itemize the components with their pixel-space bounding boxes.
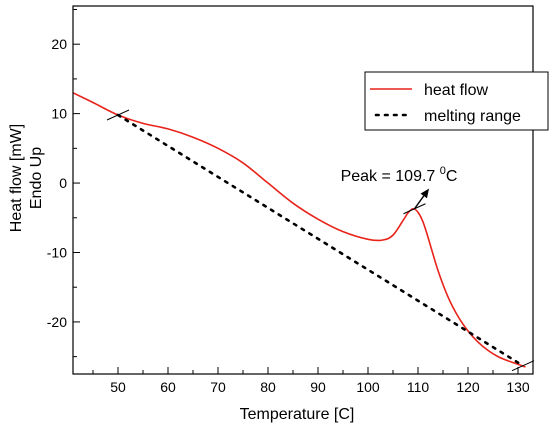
y-tick-label: 20 (51, 36, 67, 52)
x-tick-label: 100 (356, 379, 380, 395)
y-tick-label: 10 (51, 106, 67, 122)
series-line-heat-flow (72, 92, 526, 368)
y-axis-subtitle: Endo Up (28, 147, 45, 209)
peak-label-superscript: 0 (440, 165, 446, 177)
legend-label-melting-range: melting range (424, 108, 521, 125)
x-tick-label: 110 (407, 379, 430, 395)
peak-arrow-head (420, 188, 429, 199)
y-axis-ticks: 20 10 0 -10 -20 (47, 8, 80, 358)
peak-label-unit: C (446, 168, 458, 185)
y-tick-label: 0 (59, 175, 67, 191)
x-tick-label: 80 (260, 379, 276, 395)
legend: heat flow melting range (364, 71, 549, 131)
plot-area: Peak = 109.7 0C (72, 92, 535, 372)
x-tick-label: 50 (110, 379, 126, 395)
plot-frame (72, 5, 534, 375)
x-tick-label: 60 (160, 379, 176, 395)
x-axis-ticks: 50 60 70 80 90 100 110 120 130 (92, 367, 530, 395)
y-axis-title: Heat flow [mW] (8, 124, 25, 232)
peak-annotation: Peak = 109.7 0C (341, 165, 458, 210)
peak-arrow (413, 195, 425, 210)
series-line-melting-range (116, 113, 525, 367)
x-axis-title: Temperature [C] (240, 406, 355, 423)
x-tick-label: 90 (310, 379, 326, 395)
x-tick-label: 130 (506, 379, 530, 395)
peak-label: Peak = 109.7 0C (341, 165, 458, 185)
tangent-marker (106, 109, 130, 121)
y-tick-label: -10 (47, 244, 67, 260)
legend-label-heat-flow: heat flow (424, 82, 488, 99)
x-tick-label: 120 (456, 379, 480, 395)
legend-box (364, 71, 549, 131)
y-tick-label: -20 (47, 314, 67, 330)
tangent-marker (511, 360, 535, 372)
x-tick-label: 70 (210, 379, 226, 395)
